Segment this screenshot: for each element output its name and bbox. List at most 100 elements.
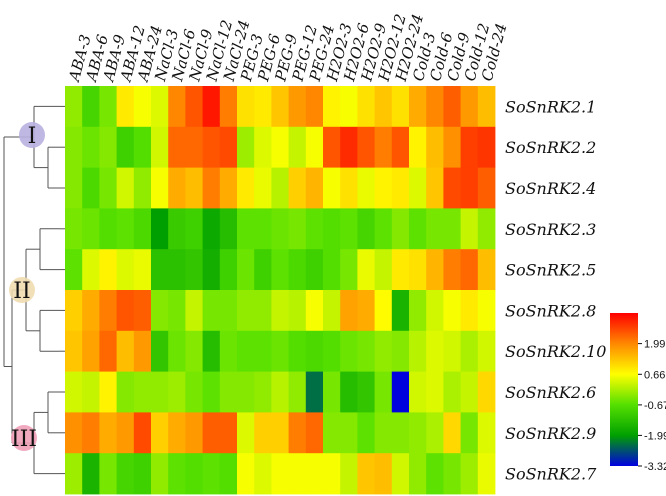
heatmap-cell xyxy=(271,453,289,495)
heatmap-cell xyxy=(288,86,307,128)
heatmap-cell xyxy=(151,290,169,332)
heatmap-cell xyxy=(460,330,479,372)
heatmap-cell xyxy=(133,371,152,413)
heatmap-cell xyxy=(65,412,83,454)
heatmap-cell xyxy=(357,126,375,168)
heatmap-cell xyxy=(288,330,307,372)
heatmap-cell xyxy=(305,167,324,209)
heatmap-cell xyxy=(426,167,444,209)
heatmap-cell xyxy=(151,330,169,372)
heatmap-cell xyxy=(65,290,83,332)
heatmap-cell xyxy=(65,167,83,209)
heatmap-cell xyxy=(477,330,496,372)
row-labels: SoSnRK2.1 SoSnRK2.2 SoSnRK2.4 SoSnRK2.3 SoSn… xyxy=(505,97,606,483)
heatmap-cell xyxy=(151,249,169,291)
heatmap-cell xyxy=(391,453,410,495)
heatmap-cell xyxy=(237,249,255,291)
heatmap-cell xyxy=(340,453,358,495)
heatmap-cell xyxy=(409,126,427,168)
heatmap-cell xyxy=(409,371,427,413)
heatmap-cell xyxy=(340,208,358,250)
cluster-label: II xyxy=(13,279,30,304)
heatmap-cell xyxy=(82,208,100,250)
heatmap-cell xyxy=(202,249,221,291)
heatmap-cell xyxy=(133,86,152,128)
heatmap-cell xyxy=(168,126,186,168)
heatmap-cell xyxy=(460,249,479,291)
row-label: SoSnRK2.7 xyxy=(505,465,597,484)
heatmap-cell xyxy=(219,453,238,495)
heatmap-cell xyxy=(65,208,83,250)
heatmap-cell xyxy=(391,249,410,291)
heatmap-cell xyxy=(374,126,393,168)
row-label: SoSnRK2.4 xyxy=(505,179,596,198)
heatmap-cell xyxy=(477,412,496,454)
heatmap-cell xyxy=(99,453,117,495)
heatmap-cell xyxy=(391,126,410,168)
heatmap-cell xyxy=(254,412,272,454)
heatmap-cell xyxy=(168,290,186,332)
heatmap-cell xyxy=(271,371,289,413)
heatmap-cell xyxy=(82,412,100,454)
heatmap-cell xyxy=(185,371,203,413)
heatmap-cell xyxy=(82,249,100,291)
heatmap-cell xyxy=(237,167,255,209)
heatmap-cell xyxy=(323,249,341,291)
heatmap-cell xyxy=(443,208,461,250)
heatmap-cell xyxy=(116,126,135,168)
heatmap-cell xyxy=(99,126,117,168)
heatmap-cell xyxy=(254,453,272,495)
heatmap-cell xyxy=(82,290,100,332)
heatmap-cell xyxy=(168,167,186,209)
heatmap-cell xyxy=(477,290,496,332)
heatmap-cell xyxy=(116,371,135,413)
heatmap-cell xyxy=(357,208,375,250)
heatmap-cell xyxy=(65,126,83,168)
heatmap-cell xyxy=(271,330,289,372)
heatmap-cell xyxy=(426,453,444,495)
heatmap-cell xyxy=(477,371,496,413)
row-label: SoSnRK2.10 xyxy=(505,342,606,361)
heatmap-cell xyxy=(219,167,238,209)
heatmap-cell xyxy=(391,371,410,413)
heatmap-cell xyxy=(82,86,100,128)
heatmap-cell xyxy=(237,330,255,372)
heatmap-cell xyxy=(357,412,375,454)
heatmap-cell xyxy=(202,86,221,128)
heatmap-cell xyxy=(374,412,393,454)
heatmap-cell xyxy=(288,126,307,168)
heatmap-cell xyxy=(443,126,461,168)
heatmap-cell xyxy=(133,249,152,291)
heatmap-cell xyxy=(99,412,117,454)
heatmap-cell xyxy=(357,167,375,209)
heatmap-cell xyxy=(391,208,410,250)
heatmap-cell xyxy=(168,249,186,291)
heatmap-cell xyxy=(99,330,117,372)
heatmap-cell xyxy=(288,249,307,291)
legend-tick-label: -1.99 xyxy=(644,430,666,442)
heatmap-cell xyxy=(391,412,410,454)
heatmap-cell xyxy=(460,167,479,209)
heatmap-cell xyxy=(151,208,169,250)
heatmap-cell xyxy=(168,371,186,413)
heatmap-cell xyxy=(202,453,221,495)
heatmap-cell xyxy=(477,126,496,168)
heatmap-cell xyxy=(426,371,444,413)
heatmap-cell xyxy=(168,412,186,454)
heatmap-cell xyxy=(202,126,221,168)
heatmap-cell xyxy=(185,290,203,332)
heatmap-cell xyxy=(133,412,152,454)
heatmap-cell xyxy=(323,86,341,128)
heatmap-cell xyxy=(99,208,117,250)
heatmap-cell xyxy=(391,290,410,332)
heatmap-cell xyxy=(357,86,375,128)
heatmap-cell xyxy=(116,249,135,291)
heatmap-cell xyxy=(426,290,444,332)
row-label: SoSnRK2.3 xyxy=(505,220,596,239)
heatmap-cell xyxy=(460,290,479,332)
heatmap-cell xyxy=(340,86,358,128)
heatmap-cell xyxy=(357,249,375,291)
heatmap-cell xyxy=(237,208,255,250)
heatmap-cell xyxy=(426,330,444,372)
heatmap-cell xyxy=(116,290,135,332)
